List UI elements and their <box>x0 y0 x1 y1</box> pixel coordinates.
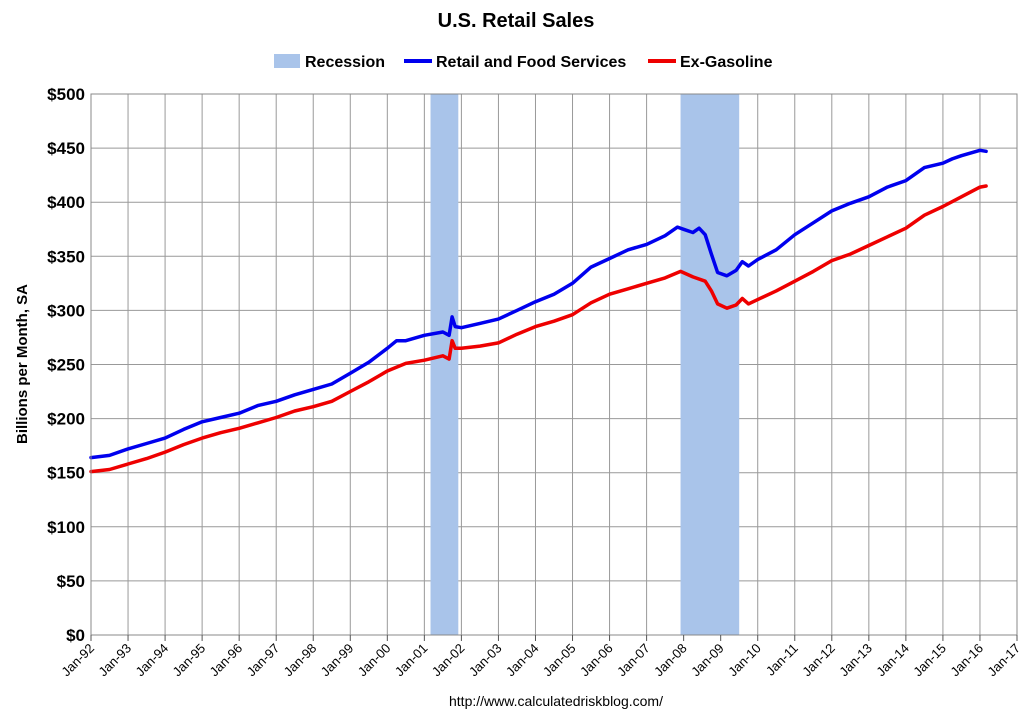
y-tick-label: $450 <box>47 139 85 158</box>
y-tick-label: $150 <box>47 464 85 483</box>
y-axis-ticks: $0 $50 $100 $150 $200 $250 $300 $350 $400 $450 $50… <box>47 85 85 645</box>
chart-title: U.S. Retail Sales <box>438 10 595 32</box>
plot-area-border <box>90 93 1018 636</box>
series-line-ex-gasoline <box>89 184 988 474</box>
source-credit: http://www.calculatedriskblog.com/ <box>449 693 663 709</box>
recession-band <box>430 94 459 635</box>
recession-bands <box>430 94 740 635</box>
y-axis-label: Billions per Month, SA <box>14 284 31 444</box>
legend: Recession Retail and Food Services Ex-Ga… <box>274 54 773 71</box>
y-tick-label: $500 <box>47 85 85 104</box>
legend-retail-label: Retail and Food Services <box>436 54 626 71</box>
recession-band <box>680 94 740 635</box>
y-tick-label: $100 <box>47 518 85 537</box>
y-tick-label: $350 <box>47 247 85 266</box>
series-line-retail-food-services <box>89 148 988 460</box>
y-tick-label: $400 <box>47 193 85 212</box>
legend-exgas-label: Ex-Gasoline <box>680 54 773 71</box>
y-tick-label: $50 <box>57 572 85 591</box>
y-tick-label: $0 <box>66 626 85 645</box>
y-tick-label: $300 <box>47 301 85 320</box>
legend-recession-label: Recession <box>305 54 385 71</box>
legend-recession-swatch <box>274 54 300 68</box>
y-tick-label: $250 <box>47 356 85 375</box>
y-tick-label: $200 <box>47 410 85 429</box>
series-lines <box>89 148 988 474</box>
